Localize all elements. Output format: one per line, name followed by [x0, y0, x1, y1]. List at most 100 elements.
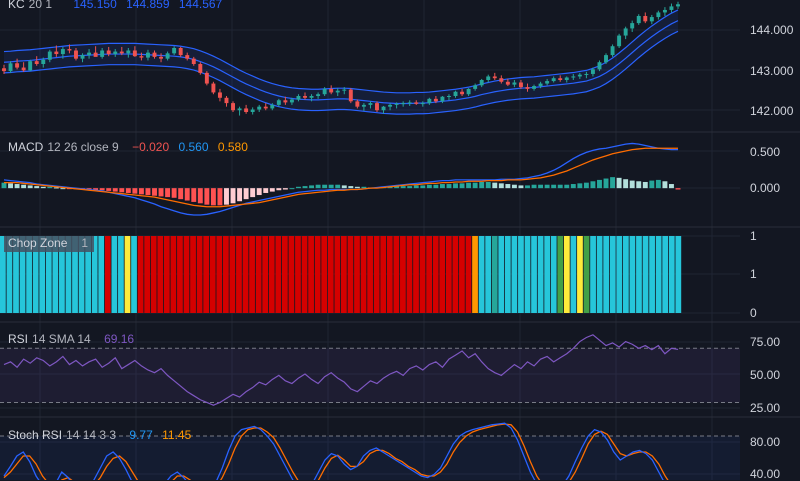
chop-zone-bar: [360, 236, 367, 313]
kc-lower-value: 144.567: [178, 0, 223, 11]
macd-tick: 0.500: [750, 145, 781, 159]
chop-zone-bar: [675, 236, 682, 313]
macd-histogram-bar: [112, 188, 118, 192]
candle-body: [250, 109, 255, 112]
kc-upper-value: 145.150: [73, 0, 117, 11]
macd-histogram-bar: [485, 181, 491, 189]
candle-body: [505, 81, 510, 85]
chop-zone-bar: [26, 236, 32, 313]
macd-name: MACD: [8, 140, 44, 154]
chop-legend-background: [4, 236, 94, 252]
stoch-d-value: 11.45: [162, 428, 192, 442]
chop-zone-bar: [668, 236, 675, 313]
chop-zone-bar: [386, 236, 393, 313]
chop-zone-bar: [577, 236, 583, 313]
candle-body: [113, 51, 118, 55]
chop-zone-bar: [531, 236, 537, 313]
chop-zone-bar: [163, 236, 170, 313]
chop-zone-bar: [281, 236, 288, 313]
candle-body: [414, 102, 419, 104]
candle-body: [676, 4, 680, 7]
candle-body: [322, 88, 327, 95]
macd-histogram-bar: [518, 185, 524, 189]
chop-zone-bar: [288, 236, 295, 313]
chop-zone-bar: [91, 236, 98, 313]
candle-body: [329, 88, 334, 93]
candle-body: [342, 89, 347, 91]
macd-histogram-bar: [309, 185, 315, 189]
candle-body: [571, 76, 576, 78]
chop-zone-bar: [334, 236, 341, 313]
rsi-tick: 75.00: [750, 335, 781, 349]
macd-histogram-bar: [583, 182, 589, 189]
candle-body: [532, 86, 537, 89]
macd-histogram-bar: [296, 186, 301, 189]
candle-body: [87, 52, 92, 56]
macd-histogram-bar: [21, 184, 27, 189]
macd-histogram-bar: [544, 184, 550, 189]
macd-histogram-bar: [106, 188, 112, 191]
macd-histogram-bar: [459, 183, 465, 189]
chop-zone-bar: [255, 236, 262, 313]
candle-body: [93, 52, 98, 57]
macd-histogram-bar: [453, 183, 458, 189]
macd-histogram-bar: [466, 182, 472, 189]
candle-body: [244, 108, 249, 112]
macd-histogram-bar: [564, 184, 570, 189]
candle-body: [224, 97, 229, 104]
macd-histogram-bar: [263, 188, 269, 193]
chop-zone-bar: [485, 236, 492, 313]
macd-histogram-bar: [492, 182, 498, 189]
macd-histogram-bar: [649, 180, 655, 189]
macd-histogram-bar: [623, 179, 629, 189]
macd-histogram-bar: [387, 186, 393, 189]
candle-body: [132, 50, 137, 57]
macd-histogram-bar: [256, 188, 262, 196]
chop-zone-bar: [144, 236, 151, 313]
macd-histogram-bar: [610, 177, 616, 189]
candle-body: [54, 51, 59, 55]
candle-body: [303, 96, 307, 98]
macd-histogram-bar: [590, 181, 596, 189]
candle-body: [316, 94, 321, 96]
macd-histogram-bar: [224, 188, 229, 205]
chop-zone-bar: [301, 236, 308, 313]
macd-histogram-bar: [407, 186, 413, 189]
chop-zone-bar: [150, 236, 157, 313]
chop-zone-bar: [583, 236, 590, 313]
candle-body: [237, 108, 242, 111]
macd-histogram-bar: [498, 183, 504, 189]
macd-histogram-bar: [165, 188, 171, 198]
stoch-band-fill: [0, 436, 740, 480]
candle-body: [270, 104, 275, 109]
rsi-name: RSI: [8, 332, 29, 346]
chop-zone-bar: [111, 236, 118, 313]
macd-histogram-bar: [361, 186, 367, 189]
macd-signal-line: [4, 147, 678, 208]
stoch-params: 14 14 3 3: [66, 428, 117, 442]
macd-params: 12 26 close 9: [47, 140, 119, 154]
candle-body: [80, 55, 85, 59]
candle-body: [47, 51, 52, 60]
candle-body: [433, 98, 438, 102]
candle-body: [361, 104, 366, 107]
chop-zone-bar: [137, 236, 144, 313]
candle-body: [440, 96, 445, 102]
candle-body: [388, 104, 393, 107]
macd-histogram-bar: [237, 188, 243, 202]
macd-histogram-bar: [152, 188, 157, 196]
chop-zone-bar: [439, 236, 446, 313]
candle-body: [67, 49, 72, 51]
macd-histogram-bar: [53, 187, 59, 189]
chop-zone-bar: [419, 236, 426, 313]
candle-body: [257, 106, 262, 110]
candle-body: [191, 58, 196, 64]
candle-body: [453, 91, 458, 96]
candle-body: [100, 50, 105, 57]
chop-zone-bar: [222, 236, 229, 313]
chop-zone-bar: [183, 236, 190, 313]
chop-zone-bar: [0, 236, 6, 313]
chop-zone-bar: [177, 236, 183, 313]
chop-zone-bar: [550, 236, 557, 313]
